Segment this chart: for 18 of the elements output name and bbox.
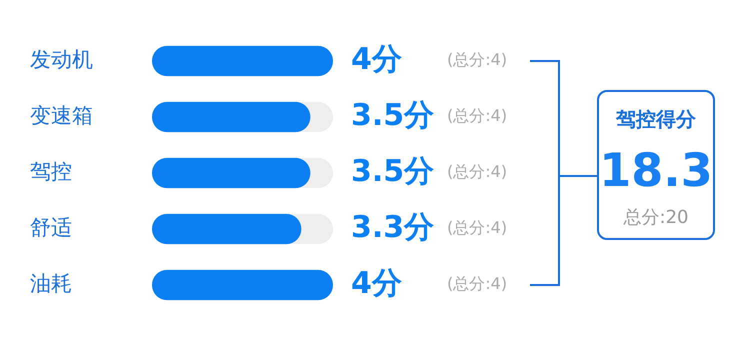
text: (总分:4) (447, 106, 508, 126)
text: (总分:4) (447, 162, 508, 182)
text: (总分:4) (447, 50, 508, 70)
y-tick-label: 变速箱 (30, 103, 93, 128)
y-tick-label: 驾控 (30, 159, 72, 184)
y-tick-label: 油耗 (30, 271, 72, 296)
text: (总分:4) (447, 218, 508, 238)
data-label: 3.5分 (351, 98, 434, 133)
y-tick-label: 舒适 (30, 215, 72, 240)
text: (总分:4) (447, 274, 508, 294)
text: 18.3 (599, 143, 713, 197)
data-label: 3.3分 (351, 210, 434, 245)
y-tick-label: 发动机 (30, 47, 93, 72)
data-label: 4分 (351, 266, 402, 301)
text: 总分:20 (622, 206, 690, 229)
data-label: 4分 (351, 42, 402, 77)
data-label: 3.5分 (351, 154, 434, 189)
text: 驾控得分 (614, 106, 697, 133)
